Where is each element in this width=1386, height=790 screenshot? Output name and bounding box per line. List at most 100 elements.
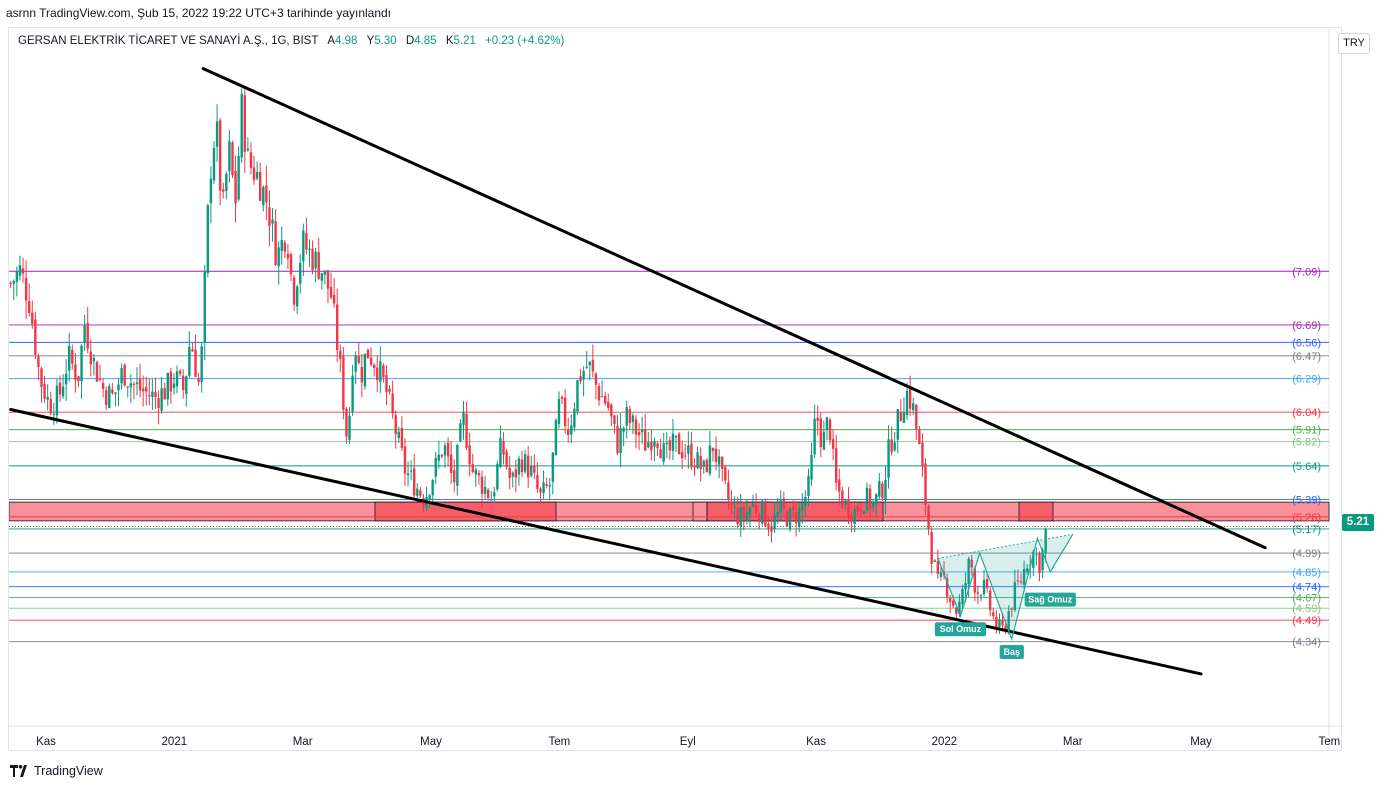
candle-body xyxy=(206,205,210,273)
candle-body xyxy=(483,487,487,494)
candle-body xyxy=(911,403,915,411)
candle-body xyxy=(508,467,511,478)
candle-body xyxy=(1019,581,1023,583)
time-tick-label: Mar xyxy=(1063,736,1083,748)
candle-body xyxy=(622,428,625,432)
open-label: A xyxy=(327,35,336,47)
candle-body xyxy=(810,454,813,480)
candle-body xyxy=(779,500,782,514)
candle-body xyxy=(1035,554,1038,556)
level-label: (5.39) xyxy=(1292,494,1321,506)
candle-body xyxy=(1041,550,1044,571)
candle-body xyxy=(46,396,49,400)
candle-body xyxy=(684,455,687,457)
candle-body xyxy=(736,507,739,525)
candle-body xyxy=(280,239,283,251)
candle-body xyxy=(222,189,225,192)
candle-body xyxy=(955,607,958,614)
candle-body xyxy=(868,488,872,509)
candle-body xyxy=(434,457,437,477)
candle-body xyxy=(15,271,19,282)
candle-body xyxy=(283,242,287,252)
candle-body xyxy=(927,505,930,529)
candle-body xyxy=(567,429,570,435)
candle-body xyxy=(742,506,745,519)
candle-body xyxy=(693,466,696,468)
high-value: 5.30 xyxy=(374,35,397,47)
level-label: (5.82) xyxy=(1292,437,1321,449)
candle-body xyxy=(246,148,250,151)
candle-body xyxy=(539,488,542,493)
time-tick-label: 2022 xyxy=(932,736,958,748)
candle-body xyxy=(197,378,200,382)
candle-body xyxy=(687,445,690,454)
pattern-label-bg xyxy=(1024,592,1076,607)
candle-body xyxy=(526,455,530,478)
candle-body xyxy=(847,499,850,519)
candle-body xyxy=(252,167,256,181)
footer-brand[interactable]: TradingView xyxy=(10,764,103,778)
candle-body xyxy=(831,439,835,449)
candle-body xyxy=(576,380,579,412)
pattern-label-bg xyxy=(934,622,987,637)
currency-button[interactable]: TRY xyxy=(1338,33,1370,54)
candle-body xyxy=(819,418,822,448)
pattern-label: Sol Omuz xyxy=(934,622,987,637)
candle-body xyxy=(902,412,906,423)
candle-body xyxy=(462,411,465,425)
candle-body xyxy=(708,445,712,474)
candle-body xyxy=(650,441,653,451)
candle-body xyxy=(64,373,68,385)
tradingview-logo-icon xyxy=(10,765,27,777)
candle-body xyxy=(477,473,481,476)
level-label: (4.85) xyxy=(1292,567,1321,579)
candle-body xyxy=(908,387,912,409)
candle-body xyxy=(262,187,265,206)
candle-body xyxy=(336,304,339,351)
candle-body xyxy=(258,172,262,201)
candle-body xyxy=(751,503,755,507)
candle-body xyxy=(884,479,887,500)
candle-body xyxy=(363,353,367,387)
candle-body xyxy=(807,475,810,497)
candle-body xyxy=(320,273,324,281)
publication-info: asrnn TradingView.com, Şub 15, 2022 19:2… xyxy=(6,6,392,20)
level-label: (5.26) xyxy=(1292,512,1321,524)
candle-body xyxy=(181,375,185,391)
candle-body xyxy=(992,612,995,617)
candle-body xyxy=(178,370,182,374)
candle-body xyxy=(446,442,450,457)
candle-body xyxy=(668,440,672,451)
candle-body xyxy=(185,376,188,395)
level-label: (6.56) xyxy=(1292,337,1321,349)
candle-body xyxy=(844,500,847,506)
candle-body xyxy=(480,476,484,494)
candle-body xyxy=(212,147,216,181)
candle-body xyxy=(961,588,964,605)
candle-body xyxy=(95,361,99,382)
candle-body xyxy=(878,481,881,497)
candle-body xyxy=(9,282,12,284)
candle-body xyxy=(428,495,431,500)
candle-body xyxy=(249,152,253,168)
candle-body xyxy=(265,185,268,203)
candle-body xyxy=(27,301,31,314)
candles xyxy=(9,87,1047,635)
candle-body xyxy=(530,466,533,476)
candle-body xyxy=(865,487,869,511)
candle-body xyxy=(160,388,163,411)
candle-body xyxy=(123,364,126,386)
candle-body xyxy=(554,420,558,456)
candle-body xyxy=(570,425,573,435)
upper-falling-trendline xyxy=(201,67,1267,550)
candle-body xyxy=(859,508,863,512)
candle-body xyxy=(194,349,197,377)
chart-pane[interactable]: (7.09) (6.69) (6.56) (6.47) (6.29) (6.04) (5.9… xyxy=(8,27,1343,752)
candle-body xyxy=(856,506,859,512)
candle-body xyxy=(329,286,333,298)
candle-body xyxy=(493,492,496,497)
candle-body xyxy=(813,418,816,455)
candle-body xyxy=(172,383,176,388)
price-chart[interactable]: (7.09) (6.69) (6.56) (6.47) (6.29) (6.04) (5.9… xyxy=(9,28,1343,752)
candle-body xyxy=(419,490,422,496)
